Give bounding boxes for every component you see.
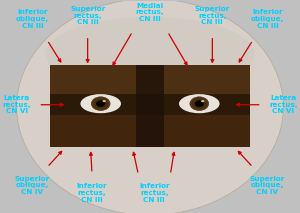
Text: Latera
rectus,
CN VI: Latera rectus, CN VI <box>2 95 31 115</box>
Ellipse shape <box>190 97 209 111</box>
Text: Superior
oblique,
CN IV: Superior oblique, CN IV <box>250 176 285 195</box>
Text: Latera
rectus,
CN VI: Latera rectus, CN VI <box>269 95 298 115</box>
Ellipse shape <box>179 94 220 113</box>
FancyBboxPatch shape <box>50 115 250 147</box>
Ellipse shape <box>102 100 106 102</box>
Ellipse shape <box>179 97 220 106</box>
Text: Superior
rectus,
CN III: Superior rectus, CN III <box>70 6 105 25</box>
Ellipse shape <box>195 100 204 107</box>
Ellipse shape <box>191 98 207 109</box>
Text: Superior
rectus,
CN III: Superior rectus, CN III <box>195 6 230 25</box>
Ellipse shape <box>46 17 254 91</box>
Text: Inferior
oblique,
CN III: Inferior oblique, CN III <box>251 9 284 29</box>
FancyBboxPatch shape <box>136 65 164 147</box>
Ellipse shape <box>93 98 109 109</box>
Ellipse shape <box>91 97 110 111</box>
Text: Inferior
oblique,
CN III: Inferior oblique, CN III <box>16 9 49 29</box>
Ellipse shape <box>80 97 121 106</box>
Text: Medial
rectus,
CN III: Medial rectus, CN III <box>136 3 164 22</box>
Text: Superior
oblique,
CN IV: Superior oblique, CN IV <box>15 176 50 195</box>
Ellipse shape <box>16 0 283 213</box>
Ellipse shape <box>80 94 121 113</box>
Text: Inferior
rectus,
CN III: Inferior rectus, CN III <box>139 183 170 203</box>
FancyBboxPatch shape <box>50 65 250 94</box>
Ellipse shape <box>96 100 105 107</box>
Ellipse shape <box>201 100 205 102</box>
Text: Inferior
rectus,
CN III: Inferior rectus, CN III <box>77 183 107 203</box>
FancyBboxPatch shape <box>50 65 250 147</box>
